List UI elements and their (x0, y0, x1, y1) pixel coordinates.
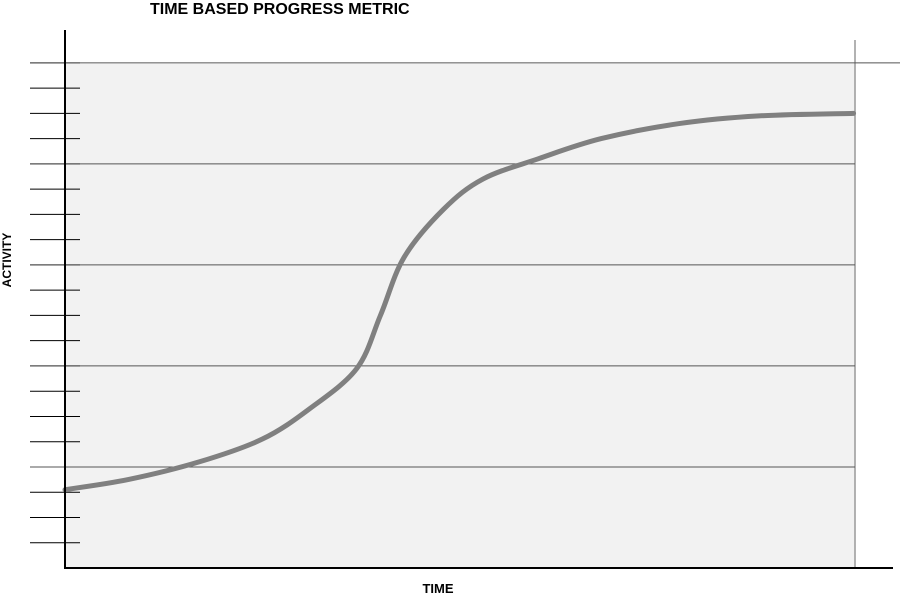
chart-title: TIME BASED PROGRESS METRIC (150, 1, 410, 18)
plot-area (65, 64, 855, 568)
progress-line (62, 110, 857, 493)
y-axis-label: ACTIVITY (0, 233, 14, 288)
x-axis-label: TIME (422, 581, 453, 593)
